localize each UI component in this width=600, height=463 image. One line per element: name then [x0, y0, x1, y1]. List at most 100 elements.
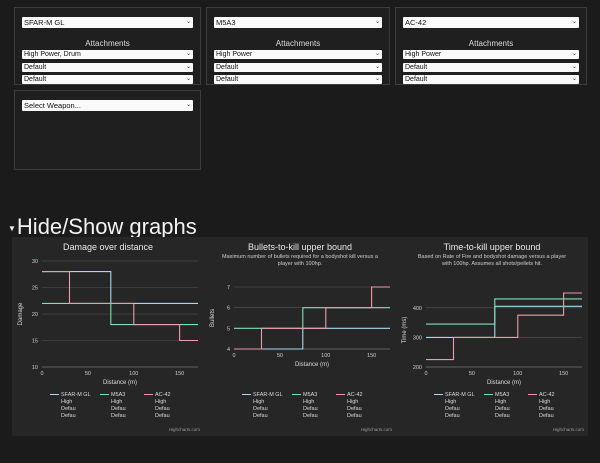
attachments-heading: Attachments: [468, 39, 514, 48]
chevron-down-icon: ⌄: [571, 19, 577, 25]
attachment-select-3[interactable]: Default ⌄: [403, 75, 579, 84]
legend-swatch: [434, 394, 443, 396]
legend-item[interactable]: AC-42 High Defau Defau: [528, 392, 555, 420]
legend-item[interactable]: M5A3 High Defau Defau: [484, 392, 510, 420]
chart-plot: 10 15 20 25 30 0 50 100 150 Distance (m) Damage: [18, 259, 198, 386]
weapon-select-value: M5A3: [216, 18, 236, 27]
legend-swatch: [528, 394, 537, 396]
weapon-select-value: AC-42: [405, 18, 427, 27]
chart-credit[interactable]: Highcharts.com: [360, 427, 392, 432]
attachment-select-3[interactable]: Default ⌄: [214, 75, 382, 84]
legend-item[interactable]: M5A3 High Defau Defau: [100, 392, 126, 420]
chart-plot: 200 300 400 0 50 100 150 Distance (m) Time (ms): [402, 292, 582, 386]
chart-credit[interactable]: Highcharts.com: [552, 427, 584, 432]
legend-attachment: Defau: [111, 406, 126, 412]
legend-item[interactable]: AC-42 High Defau Defau: [336, 392, 363, 420]
chart-time-to-kill: Time-to-kill upper bound Based on Rate o…: [396, 237, 588, 436]
legend-swatch: [336, 394, 345, 396]
attachment-value: High Power: [405, 51, 442, 58]
x-tick-label: 100: [129, 371, 138, 377]
chart-subtitle: Based on Rate of Fire and bodyshot damag…: [417, 254, 567, 267]
chevron-down-icon: ⌄: [374, 76, 380, 82]
series-line-1: [42, 271, 198, 304]
legend-series-name: SFAR-M GL: [50, 392, 91, 399]
x-tick-label: 50: [277, 353, 283, 359]
legend-swatch: [292, 394, 301, 396]
legend-attachment: Defau: [155, 413, 170, 419]
legend-attachment: Defau: [495, 406, 510, 412]
attachment-select-2[interactable]: Default ⌄: [214, 63, 382, 72]
weapon-select[interactable]: SFAR-M GL ⌄: [22, 17, 193, 28]
attachments-heading: Attachments: [275, 39, 321, 48]
y-tick-label: 15: [32, 339, 38, 345]
legend-item[interactable]: AC-42 High Defau Defau: [144, 392, 171, 420]
y-axis-label: Bullets: [210, 309, 216, 327]
attachments-heading: Attachments: [85, 39, 130, 48]
series-line-2: [234, 307, 390, 329]
legend-item[interactable]: SFAR-M GL High Defau Defau: [434, 392, 475, 420]
legend-attachment: High: [61, 399, 73, 405]
y-tick-label: 10: [32, 365, 38, 371]
series-line-3: [234, 286, 390, 350]
x-axis-label: Distance (m): [487, 380, 521, 386]
attachment-select-2[interactable]: Default ⌄: [22, 63, 193, 72]
chevron-down-icon: ⌄: [571, 64, 577, 70]
y-tick-label: 25: [32, 286, 38, 292]
y-tick-label: 6: [227, 306, 230, 312]
legend-item[interactable]: M5A3 High Defau Defau: [292, 392, 318, 420]
series-line-1: [426, 305, 582, 338]
legend-swatch: [484, 394, 493, 396]
loadout-panel-2: M5A3 ⌄ Attachments High Power ⌄ Default ⌄ D…: [206, 7, 390, 85]
legend-series-name: AC-42: [336, 392, 363, 399]
weapon-select[interactable]: M5A3 ⌄: [214, 17, 382, 28]
attachment-select-1[interactable]: High Power, Drum ⌄: [22, 50, 193, 59]
chevron-down-icon: ⌄: [571, 51, 577, 57]
series-line-3: [42, 271, 198, 342]
legend-series-name: SFAR-M GL: [242, 392, 283, 399]
chart-title: Bullets-to-kill upper bound: [247, 242, 353, 252]
y-tick-label: 300: [413, 335, 422, 341]
y-axis-label: Time (ms): [402, 317, 408, 344]
legend-attachment: High: [347, 399, 359, 405]
attachment-select-1[interactable]: High Power ⌄: [214, 50, 382, 59]
legend-attachment: High: [253, 399, 265, 405]
chevron-down-icon: ⌄: [185, 51, 191, 57]
chart-title: Damage over distance: [62, 242, 154, 252]
y-tick-label: 400: [413, 306, 422, 312]
legend-attachment: High: [111, 399, 123, 405]
chart-damage: Damage over distance 10 15 20 25 30 0 50 100 150…: [12, 237, 204, 436]
y-tick-label: 4: [227, 347, 230, 353]
attachment-select-1[interactable]: High Power ⌄: [403, 50, 579, 59]
y-tick-label: 30: [32, 259, 38, 265]
x-axis-label: Distance (m): [103, 380, 137, 386]
attachment-value: Default: [24, 76, 47, 83]
legend-swatch: [242, 394, 251, 396]
chevron-down-icon: ⌄: [374, 19, 380, 25]
attachment-select-3[interactable]: Default ⌄: [22, 75, 193, 84]
legend-attachment: Defau: [303, 406, 318, 412]
weapon-select[interactable]: Select Weapon... ⌄: [22, 100, 193, 111]
chevron-down-icon: ⌄: [571, 76, 577, 82]
attachment-value: High Power: [216, 51, 253, 58]
legend-attachment: Defau: [61, 413, 76, 419]
y-tick-label: 200: [413, 365, 422, 371]
chart-title: Time-to-kill upper bound: [443, 242, 541, 252]
x-tick-label: 100: [321, 353, 330, 359]
legend-series-name: AC-42: [528, 392, 555, 399]
legend-attachment: Defau: [253, 413, 268, 419]
legend-attachment: Defau: [61, 406, 76, 412]
y-tick-label: 5: [227, 326, 230, 332]
x-tick-label: 100: [513, 371, 522, 377]
chart-bullets-to-kill: Bullets-to-kill upper bound Maximum numb…: [204, 237, 396, 436]
loadout-panel-empty: Select Weapon... ⌄: [14, 90, 201, 170]
attachment-select-2[interactable]: Default ⌄: [403, 63, 579, 72]
weapon-select[interactable]: AC-42 ⌄: [403, 17, 579, 28]
graphs-toggle[interactable]: ▼Hide/Show graphs: [8, 214, 197, 240]
legend-item[interactable]: SFAR-M GL High Defau Defau: [50, 392, 91, 420]
legend-series-name: AC-42: [144, 392, 171, 399]
legend-attachment: Defau: [347, 413, 362, 419]
legend-item[interactable]: SFAR-M GL High Defau Defau: [242, 392, 283, 420]
chart-credit[interactable]: Highcharts.com: [168, 427, 200, 432]
x-tick-label: 50: [85, 371, 91, 377]
x-tick-label: 150: [559, 371, 568, 377]
